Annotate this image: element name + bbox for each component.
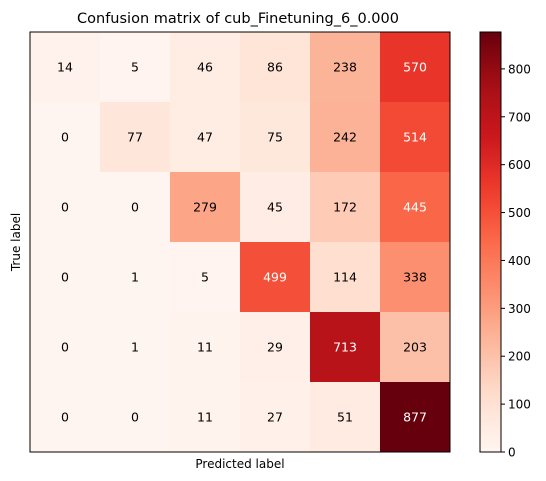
cell-value-label: 0 bbox=[61, 200, 69, 215]
chart-title: Confusion matrix of cub_Finetuning_6_0.0… bbox=[77, 11, 399, 27]
heatmap-cell bbox=[30, 382, 101, 453]
cell-value-label: 0 bbox=[131, 410, 139, 425]
colorbar-tick-label: 400 bbox=[508, 254, 531, 268]
heatmap-cell bbox=[30, 32, 101, 103]
heatmap-cell bbox=[380, 242, 451, 313]
cell-value-label: 51 bbox=[337, 410, 353, 425]
heatmap-cell bbox=[100, 102, 171, 173]
colorbar-tick-label: 800 bbox=[508, 62, 531, 76]
cell-value-label: 0 bbox=[61, 410, 69, 425]
cell-value-label: 238 bbox=[333, 60, 357, 75]
plot-frame bbox=[29, 31, 451, 453]
cell-value-label: 47 bbox=[197, 130, 213, 145]
heatmap-cell bbox=[30, 172, 101, 243]
cell-value-label: 11 bbox=[197, 340, 213, 355]
cell-value-label: 0 bbox=[61, 270, 69, 285]
heatmap-cell bbox=[30, 242, 101, 313]
cell-value-label: 5 bbox=[131, 60, 139, 75]
cell-value-label: 5 bbox=[201, 270, 209, 285]
cell-value-label: 77 bbox=[127, 130, 143, 145]
heatmap-cell bbox=[380, 102, 451, 173]
heatmap-cell bbox=[310, 312, 381, 383]
cell-value-label: 1 bbox=[131, 340, 139, 355]
cell-value-label: 45 bbox=[267, 200, 283, 215]
cell-value-label: 172 bbox=[333, 200, 357, 215]
cell-value-label: 75 bbox=[267, 130, 283, 145]
heatmap-cell bbox=[170, 32, 241, 103]
heatmap-cell bbox=[240, 312, 311, 383]
cell-value-label: 27 bbox=[267, 410, 283, 425]
cell-value-label: 445 bbox=[403, 200, 427, 215]
heatmap-cell bbox=[100, 32, 171, 103]
heatmap-cell bbox=[240, 32, 311, 103]
colorbar-ticks: 0 100 200 300 400 500 600 700 800 bbox=[501, 62, 531, 460]
heatmap-cell bbox=[380, 172, 451, 243]
colorbar-tick-label: 700 bbox=[508, 110, 531, 124]
colorbar-tick-label: 0 bbox=[508, 446, 516, 460]
y-axis-label: True label bbox=[9, 213, 23, 272]
heatmap-cell bbox=[100, 312, 171, 383]
cell-value-label: 1 bbox=[131, 270, 139, 285]
heatmap-cell bbox=[240, 242, 311, 313]
heatmap-cell bbox=[310, 32, 381, 103]
heatmap-cell bbox=[240, 102, 311, 173]
heatmap-cell bbox=[380, 312, 451, 383]
heatmap-cell bbox=[100, 382, 171, 453]
colorbar-tick-label: 600 bbox=[508, 158, 531, 172]
heatmap-cell bbox=[170, 242, 241, 313]
cell-value-label: 46 bbox=[197, 60, 213, 75]
cell-value-label: 0 bbox=[61, 130, 69, 145]
heatmap-cell bbox=[170, 172, 241, 243]
heatmap-cell bbox=[240, 172, 311, 243]
colorbar-tick-label: 100 bbox=[508, 398, 531, 412]
cell-value-label: 514 bbox=[403, 130, 427, 145]
heatmap-cell bbox=[240, 382, 311, 453]
heatmap-cells bbox=[30, 32, 451, 453]
heatmap-cell-labels: 14 5 46 86 238 570 0 77 47 75 242 514 0 0 279 45 172 445 0… bbox=[57, 60, 427, 425]
colorbar bbox=[479, 31, 502, 453]
x-axis-label: Predicted label bbox=[195, 457, 284, 471]
heatmap-cell bbox=[170, 382, 241, 453]
heatmap-cell bbox=[100, 242, 171, 313]
heatmap-cell bbox=[310, 102, 381, 173]
heatmap-cell bbox=[100, 172, 171, 243]
cell-value-label: 14 bbox=[57, 60, 73, 75]
cell-value-label: 713 bbox=[333, 340, 357, 355]
colorbar-tick-label: 300 bbox=[508, 302, 531, 316]
cell-value-label: 0 bbox=[131, 200, 139, 215]
heatmap-cell bbox=[310, 172, 381, 243]
cell-value-label: 86 bbox=[267, 60, 283, 75]
heatmap-cell bbox=[310, 242, 381, 313]
heatmap-cell bbox=[30, 312, 101, 383]
heatmap-cell bbox=[310, 382, 381, 453]
heatmap-cell bbox=[380, 382, 451, 453]
colorbar-tick-label: 500 bbox=[508, 206, 531, 220]
cell-value-label: 11 bbox=[197, 410, 213, 425]
cell-value-label: 242 bbox=[333, 130, 357, 145]
cell-value-label: 877 bbox=[403, 410, 427, 425]
colorbar-tick-label: 200 bbox=[508, 350, 531, 364]
cell-value-label: 114 bbox=[333, 270, 357, 285]
cell-value-label: 279 bbox=[193, 200, 217, 215]
cell-value-label: 499 bbox=[263, 270, 287, 285]
cell-value-label: 0 bbox=[61, 340, 69, 355]
heatmap-cell bbox=[380, 32, 451, 103]
cell-value-label: 338 bbox=[403, 270, 427, 285]
heatmap-cell bbox=[30, 102, 101, 173]
heatmap-cell bbox=[170, 312, 241, 383]
heatmap-cell bbox=[170, 102, 241, 173]
cell-value-label: 29 bbox=[267, 340, 283, 355]
cell-value-label: 570 bbox=[403, 60, 427, 75]
cell-value-label: 203 bbox=[403, 340, 427, 355]
